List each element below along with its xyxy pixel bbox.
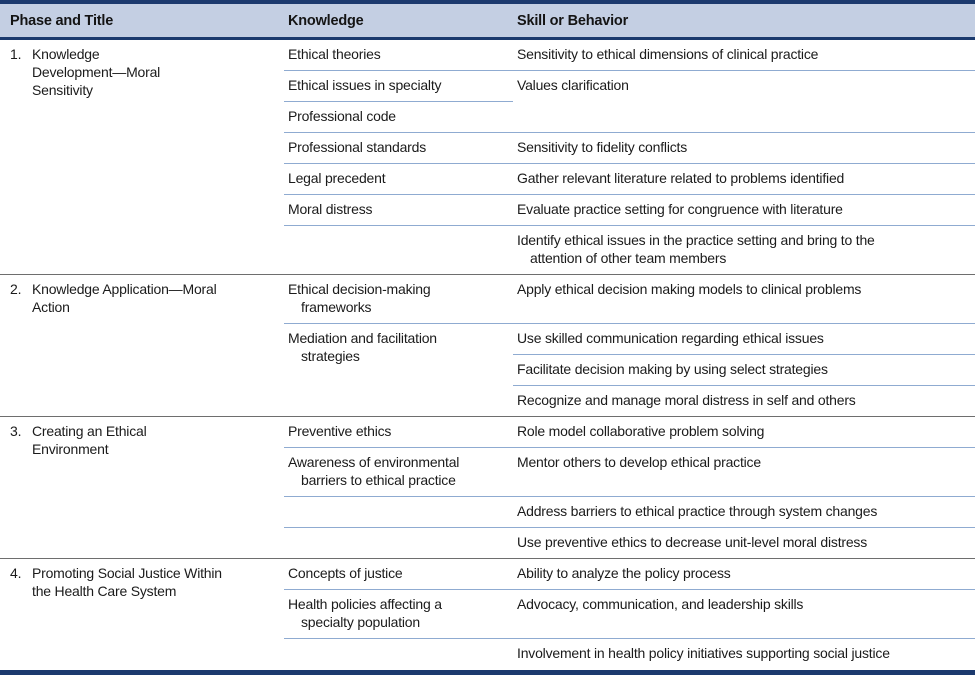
- phase-number: 4.: [10, 565, 22, 581]
- knowledge-cell: Mediation and facilitation strategies: [288, 330, 437, 364]
- knowledge-cell: [284, 497, 513, 528]
- knowledge-cell: Concepts of justice: [284, 559, 513, 590]
- phase-section: 4. Promoting Social Justice Within the H…: [0, 558, 975, 669]
- knowledge-cell: Moral distress: [284, 195, 513, 226]
- knowledge-cell: Professional standards: [284, 133, 513, 164]
- skill-cell: Use preventive ethics to decrease unit-l…: [517, 534, 868, 550]
- skill-cell: Facilitate decision making by using sele…: [513, 355, 975, 386]
- skill-cell: Mentor others to develop ethical practic…: [513, 448, 975, 497]
- skill-cell: Identify ethical issues in the practice …: [517, 232, 875, 266]
- skill-cell: Sensitivity to fidelity conflicts: [513, 133, 975, 164]
- phase-cell: 1. Knowledge Development—Moral Sensitivi…: [0, 40, 284, 274]
- table-top-border: [0, 0, 975, 4]
- skill-cell: Address barriers to ethical practice thr…: [513, 497, 975, 528]
- table-header-row: Phase and Title Knowledge Skill or Behav…: [0, 4, 975, 40]
- phase-title: Knowledge Development—Moral Sensitivity: [32, 46, 161, 98]
- knowledge-cell: [284, 528, 513, 558]
- knowledge-cell: [284, 639, 513, 669]
- phase-cell: 4. Promoting Social Justice Within the H…: [0, 559, 284, 669]
- table-bottom-border: [0, 670, 975, 675]
- header-cell-phase-and-title: Phase and Title: [10, 13, 114, 29]
- knowledge-cell: Preventive ethics: [284, 417, 513, 448]
- header-cell-skill-or-behavior: Skill or Behavior: [517, 13, 629, 29]
- skill-cell: Use skilled communication regarding ethi…: [513, 324, 975, 355]
- phase-section: 3. Creating an Ethical Environment Preve…: [0, 416, 975, 558]
- phase-number: 2.: [10, 281, 22, 297]
- phase-section: 2. Knowledge Application—Moral Action Et…: [0, 274, 975, 416]
- phase-section: 1. Knowledge Development—Moral Sensitivi…: [0, 40, 975, 274]
- skill-cell: Involvement in health policy initiatives…: [517, 645, 890, 661]
- phase-cell: 2. Knowledge Application—Moral Action: [0, 275, 284, 416]
- skill-cell: Evaluate practice setting for congruence…: [513, 195, 975, 226]
- knowledge-cell: Health policies affecting a specialty po…: [284, 590, 513, 639]
- skill-cell: Apply ethical decision making models to …: [513, 275, 975, 324]
- skill-cell: Advocacy, communication, and leadership …: [513, 590, 975, 639]
- phase-number: 1.: [10, 46, 22, 62]
- phase-title: Promoting Social Justice Within the Heal…: [32, 565, 222, 599]
- skill-cell: Sensitivity to ethical dimensions of cli…: [513, 40, 975, 71]
- phase-title: Creating an Ethical Environment: [32, 423, 147, 457]
- table-body: 1. Knowledge Development—Moral Sensitivi…: [0, 40, 975, 669]
- knowledge-cell: Legal precedent: [284, 164, 513, 195]
- knowledge-cell: Ethical issues in specialty: [284, 71, 513, 102]
- knowledge-cell: Ethical theories: [284, 40, 513, 71]
- skill-cell: Gather relevant literature related to pr…: [513, 164, 975, 195]
- phase-cell: 3. Creating an Ethical Environment: [0, 417, 284, 558]
- phase-number: 3.: [10, 423, 22, 439]
- knowledge-cell: [284, 226, 513, 274]
- header-cell-knowledge: Knowledge: [288, 13, 364, 29]
- skill-cell: Ability to analyze the policy process: [513, 559, 975, 590]
- phase-title: Knowledge Application—Moral Action: [32, 281, 217, 315]
- knowledge-cell: Awareness of environmental barriers to e…: [284, 448, 513, 497]
- skill-cell: Role model collaborative problem solving: [513, 417, 975, 448]
- knowledge-cell: Professional code: [284, 102, 513, 133]
- knowledge-cell: Ethical decision-making frameworks: [284, 275, 513, 324]
- skill-cell: Recognize and manage moral distress in s…: [517, 392, 856, 408]
- skill-cell: Values clarification: [513, 71, 975, 133]
